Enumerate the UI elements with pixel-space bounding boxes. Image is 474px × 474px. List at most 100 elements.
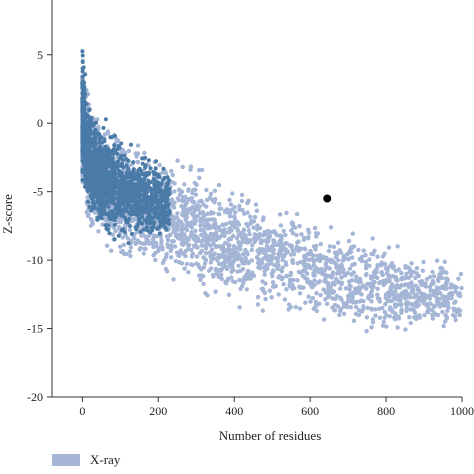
nmr-point [129,142,133,147]
nmr-point [164,227,169,232]
x-ray-point [442,269,447,275]
x-ray-point [182,203,188,209]
y-tick-label: -5 [33,185,43,199]
nmr-point [120,161,125,166]
nmr-point [166,210,171,215]
x-ray-point [177,253,182,258]
nmr-point [117,190,122,194]
nmr-point [84,154,89,158]
x-ray-point [396,267,401,272]
x-ray-point [311,253,316,258]
x-ray-point [289,220,295,225]
nmr-point [80,60,85,64]
x-ray-point [128,245,134,250]
x-ray-point [231,214,237,219]
nmr-point [119,179,124,184]
x-ray-point [248,214,253,219]
x-ray-point [209,247,215,252]
nmr-point [111,186,116,191]
x-ray-point [213,196,218,202]
x-ray-point [372,248,377,253]
x-ray-point [251,225,256,230]
x-ray-point [104,243,110,248]
nmr-point [144,190,149,195]
nmr-point [106,198,111,203]
nmr-point [119,141,124,146]
x-ray-point [290,286,295,291]
x-ray-point [176,223,181,229]
nmr-point [135,224,140,228]
x-ray-point [273,242,278,247]
nmr-point [136,199,141,204]
nmr-point [116,159,120,164]
nmr-point [126,204,130,208]
nmr-point [112,218,117,223]
x-ray-point [328,274,334,279]
x-ray-point [444,316,449,321]
x-ray-point [387,293,392,299]
x-ray-point [180,225,185,231]
x-ray-point [281,254,286,259]
x-ray-point [356,280,362,285]
x-ray-point [245,251,250,257]
nmr-point [83,184,88,189]
nmr-point [103,188,108,193]
nmr-point [103,163,108,168]
x-ray-point [242,239,247,245]
x-ray-point [137,247,142,252]
nmr-point [159,207,164,212]
x-ray-point [121,242,127,248]
nmr-point [87,134,92,139]
nmr-point [139,177,143,182]
x-ray-point [173,258,178,264]
x-ray-point [269,271,275,276]
x-ray-point [113,228,118,234]
nmr-point [158,198,163,203]
nmr-point [130,182,135,186]
nmr-point [97,207,102,212]
x-ray-point [195,262,201,267]
x-ray-point [375,292,380,297]
x-ray-point [283,248,288,253]
x-ray-point [403,296,408,301]
x-ray-point [175,211,180,216]
x-ray-point [231,258,237,264]
x-ray-point [208,253,213,259]
nmr-point [80,96,85,101]
x-ray-point [188,234,193,239]
x-ray-point [151,253,156,258]
x-ray-point [297,306,303,311]
nmr-point [157,219,162,224]
x-ray-point [215,258,220,263]
x-ray-point [381,319,386,324]
nmr-point [116,178,121,183]
nmr-point [123,206,128,211]
x-ray-point [411,269,416,275]
x-ray-point [262,272,267,277]
nmr-point [110,150,115,155]
nmr-point [160,178,165,182]
x-ray-point [426,294,431,299]
x-ray-point [363,253,368,258]
x-ray-point [425,301,430,307]
x-ray-point [257,262,263,267]
x-ray-point [410,284,415,289]
x-ray-point [210,256,215,261]
x-ray-point [246,198,251,203]
x-ray-point [206,224,212,229]
x-ray-point [170,203,175,209]
x-ray-point [354,304,359,310]
nmr-point [155,226,160,231]
x-ray-point [389,285,394,290]
x-ray-point [201,214,206,219]
x-ray-point [162,257,167,263]
x-ray-point [186,246,191,252]
x-ray-point [409,288,415,293]
x-ray-point [278,223,284,228]
x-ray-point [249,247,254,253]
x-ray-point [372,274,378,279]
x-ray-point [241,234,246,240]
nmr-point [145,215,150,220]
x-ray-point [197,273,202,278]
nmr-point [143,163,148,168]
